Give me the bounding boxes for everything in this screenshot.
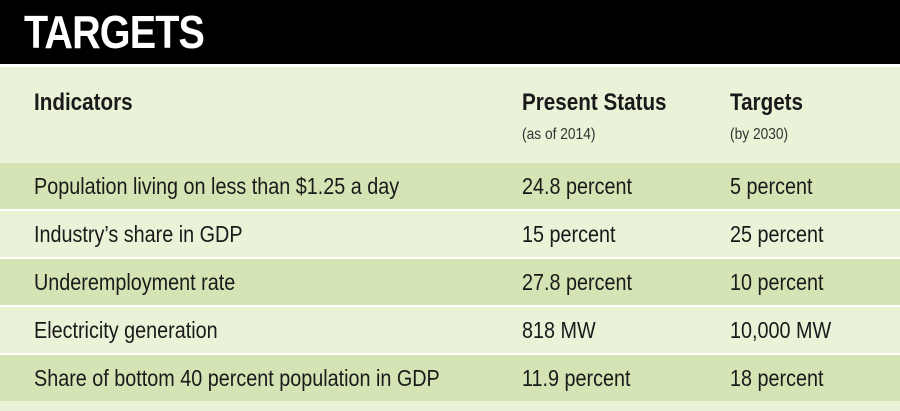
row-divider: [0, 257, 900, 259]
indicator-cell: Industry’s share in GDP: [34, 221, 243, 247]
target-cell: 10,000 MW: [730, 317, 832, 343]
column-header-present-status: Present Status: [522, 89, 667, 116]
indicator-cell: Share of bottom 40 percent population in…: [34, 365, 440, 391]
table-row: Electricity generation 818 MW 10,000 MW: [0, 307, 900, 353]
target-cell: 10 percent: [730, 269, 824, 295]
table-row: Underemployment rate 27.8 percent 10 per…: [0, 259, 900, 305]
target-cell: 18 percent: [730, 365, 824, 391]
indicator-cell: Underemployment rate: [34, 269, 236, 295]
present-status-cell: 24.8 percent: [522, 173, 632, 199]
row-divider: [0, 209, 900, 211]
column-subheader-targets: (by 2030): [730, 126, 789, 143]
column-header-targets: Targets: [730, 89, 804, 116]
table-row: Share of bottom 40 percent population in…: [0, 355, 900, 401]
table-row: Population living on less than $1.25 a d…: [0, 163, 900, 209]
table-row: Industry’s share in GDP 15 percent 25 pe…: [0, 211, 900, 257]
column-subheader-present-status: (as of 2014): [522, 126, 596, 143]
row-divider: [0, 353, 900, 355]
title-bar: TARGETS: [0, 0, 900, 67]
present-status-cell: 11.9 percent: [522, 365, 631, 391]
target-cell: 25 percent: [730, 221, 824, 247]
target-cell: 5 percent: [730, 173, 813, 199]
present-status-cell: 27.8 percent: [522, 269, 632, 295]
row-divider: [0, 305, 900, 307]
present-status-cell: 15 percent: [522, 221, 616, 247]
table-header: Indicators Present Status (as of 2014) T…: [0, 67, 900, 165]
present-status-cell: 818 MW: [522, 317, 596, 343]
infobox-title: TARGETS: [24, 6, 205, 58]
indicator-cell: Population living on less than $1.25 a d…: [34, 173, 400, 199]
indicator-cell: Electricity generation: [34, 317, 218, 343]
column-header-indicators: Indicators: [34, 89, 133, 116]
